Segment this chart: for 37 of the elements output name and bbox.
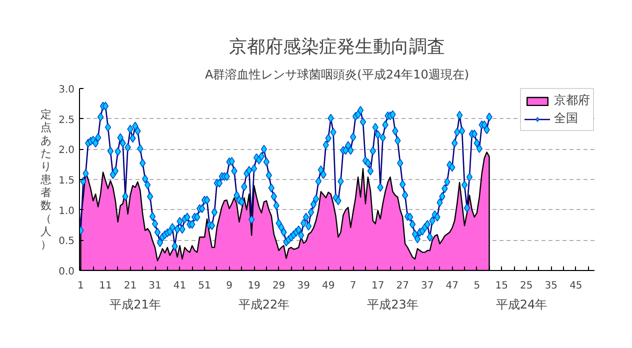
text: 平成23年 xyxy=(367,298,418,312)
x-tick-label: 49 xyxy=(322,280,335,292)
text: 定点あたり患者数（人） xyxy=(40,108,52,251)
y-tick-label: 0.0 xyxy=(58,266,75,278)
y-tick-label: 1.5 xyxy=(58,176,75,186)
legend-label: 全国 xyxy=(554,110,578,127)
x-tick-label: 45 xyxy=(570,280,582,292)
legend-label: 京都府 xyxy=(554,92,590,109)
x-tick-label: 47 xyxy=(446,280,459,292)
x-tick-label: 51 xyxy=(198,280,211,292)
y-tick-label: 3.0 xyxy=(58,84,75,96)
y-tick-label: 1.0 xyxy=(58,206,75,217)
x-tick-label: 25 xyxy=(520,280,533,292)
x-tick-label: 37 xyxy=(421,280,434,292)
x-tick-label: 15 xyxy=(495,280,508,292)
y-tick-label: 2.5 xyxy=(58,114,75,126)
x-tick-label: 5 xyxy=(474,280,480,292)
x-tick-label: 39 xyxy=(297,280,310,292)
x-tick-label: 35 xyxy=(544,280,558,292)
x-tick-label: 27 xyxy=(396,280,409,292)
x-tick-label: 7 xyxy=(350,280,356,292)
x-tick-label: 31 xyxy=(148,280,162,292)
chart-subtitle: A群溶血性レンサ球菌咽頭炎(平成24年10週現在) xyxy=(204,68,470,82)
y-tick-label: 2.0 xyxy=(58,145,75,156)
x-tick-label: 11 xyxy=(99,280,112,292)
y-tick-label: 0.5 xyxy=(58,236,75,248)
x-tick-label: 21 xyxy=(124,280,137,292)
text: 平成24年 xyxy=(496,298,548,312)
x-tick-label: 1 xyxy=(78,280,84,292)
x-tick-label: 41 xyxy=(173,280,186,292)
x-tick-label: 9 xyxy=(226,280,232,292)
text: 平成21年 xyxy=(110,298,161,312)
x-tick-label: 29 xyxy=(272,280,286,292)
x-tick-label: 17 xyxy=(371,280,384,292)
chart-title: 京都府感染症発生動向調査 xyxy=(229,36,445,58)
x-tick-label: 19 xyxy=(248,280,260,292)
text: 平成22年 xyxy=(238,298,290,312)
